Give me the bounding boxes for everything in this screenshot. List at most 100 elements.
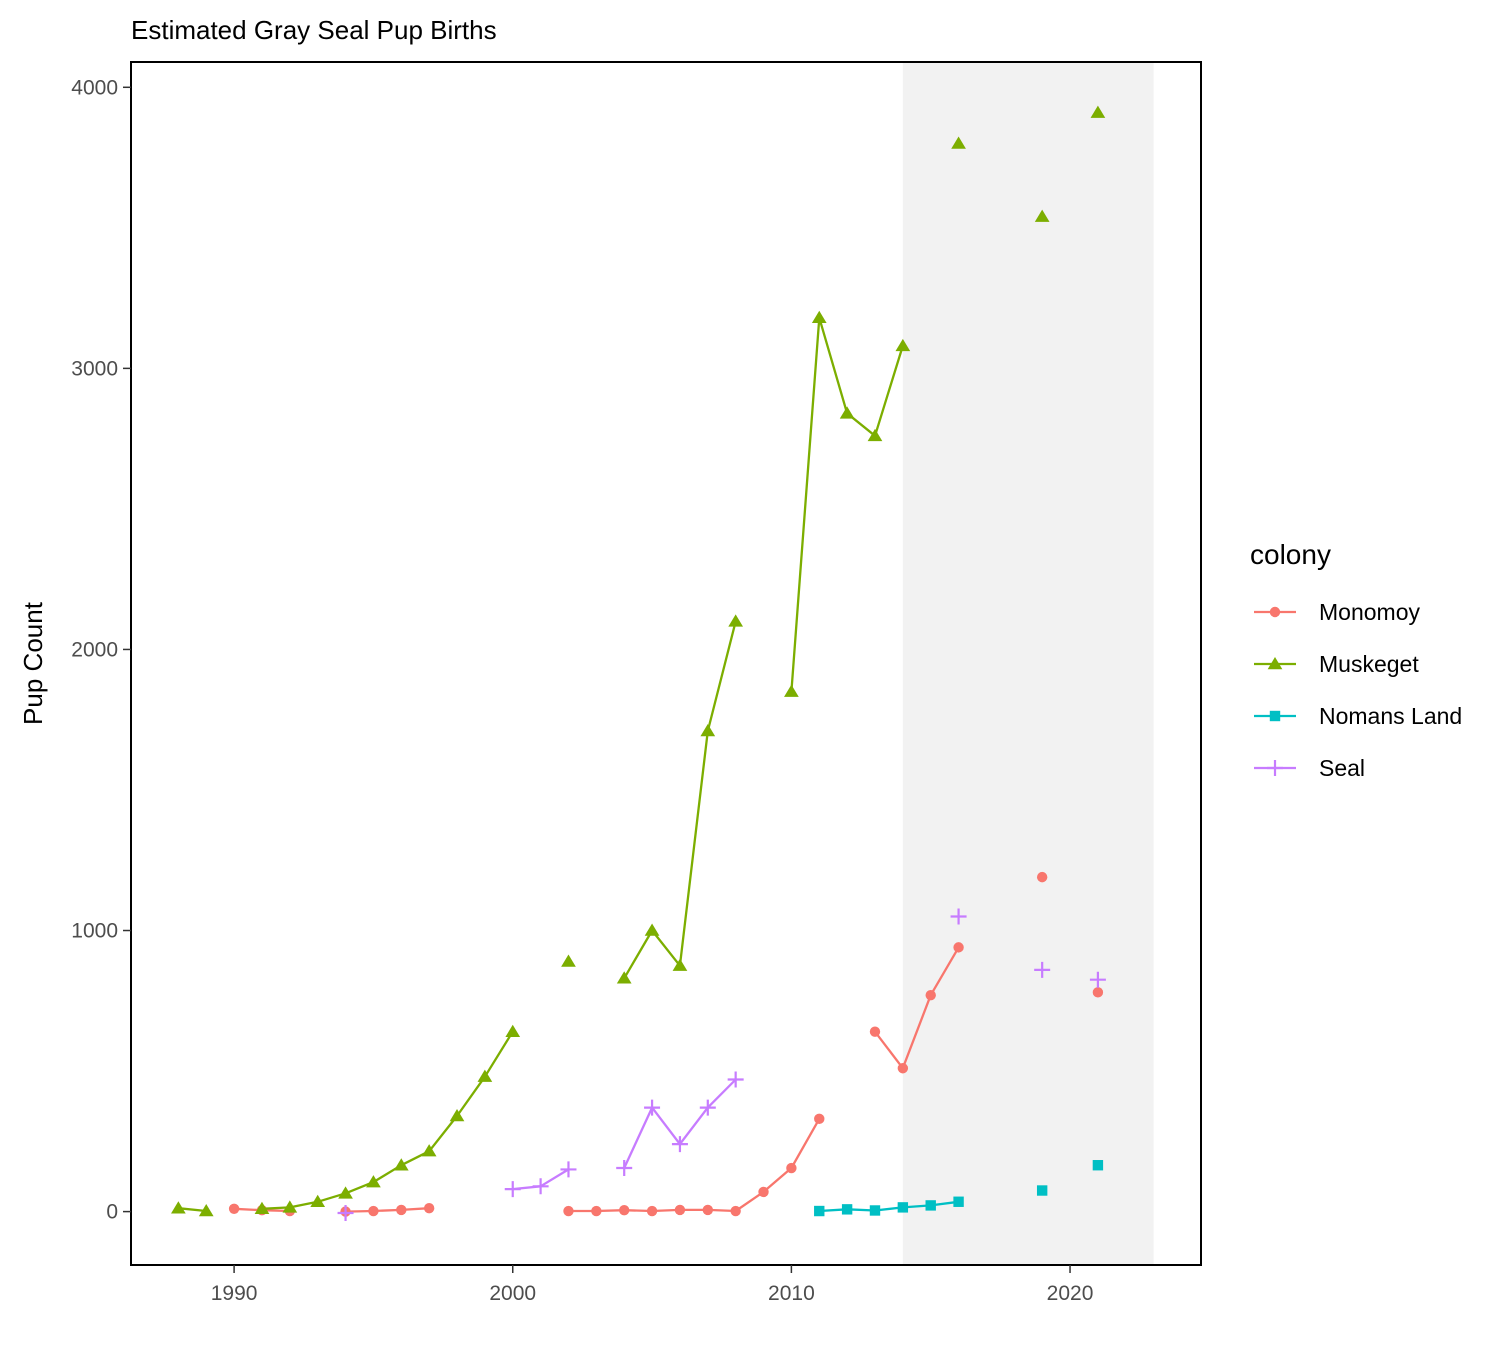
y-axis-title: Pup Count — [18, 601, 48, 725]
data-point-seal — [560, 1161, 577, 1178]
data-point-muskeget — [421, 1144, 437, 1157]
data-point-monomoy — [619, 1204, 630, 1216]
data-point-monomoy — [1036, 871, 1048, 883]
data-point-monomoy — [786, 1162, 797, 1174]
data-point-seal — [616, 1160, 633, 1177]
legend-item-nomans-land: Nomans Land — [1254, 703, 1462, 729]
data-point-nomans-land — [869, 1205, 881, 1216]
y-tick-label: 0 — [106, 1201, 118, 1224]
legend-label: Seal — [1319, 755, 1365, 781]
y-tick-label: 4000 — [71, 76, 118, 99]
series-line-monomoy — [568, 1118, 821, 1213]
data-point-nomans-land — [814, 1205, 825, 1217]
series-nomans-land — [814, 1160, 1104, 1217]
data-point-muskeget — [505, 1024, 521, 1037]
y-tick-label: 1000 — [71, 920, 118, 943]
chart-title: Estimated Gray Seal Pup Births — [131, 15, 497, 45]
y-tick-label: 3000 — [71, 357, 118, 380]
data-point-muskeget — [700, 723, 716, 737]
data-point-nomans-land — [925, 1200, 936, 1211]
data-point-monomoy — [228, 1203, 240, 1214]
data-point-muskeget — [644, 923, 660, 936]
data-point-monomoy — [591, 1205, 602, 1217]
data-point-monomoy — [814, 1113, 825, 1125]
data-point-muskeget — [282, 1200, 298, 1213]
data-point-seal — [1089, 971, 1106, 988]
data-point-nomans-land — [1036, 1185, 1048, 1196]
x-tick-label: 2010 — [768, 1282, 815, 1305]
legend-label: Muskeget — [1319, 651, 1419, 677]
data-point-monomoy — [674, 1204, 686, 1216]
legend-item-monomoy: Monomoy — [1254, 599, 1420, 625]
data-point-muskeget — [477, 1069, 493, 1082]
data-point-muskeget — [366, 1175, 381, 1188]
data-point-monomoy — [730, 1205, 741, 1217]
data-point-seal — [504, 1181, 521, 1198]
data-point-nomans-land — [897, 1202, 909, 1213]
data-point-muskeget — [784, 684, 799, 697]
data-point-monomoy — [869, 1026, 881, 1037]
data-point-muskeget — [1034, 209, 1050, 222]
x-tick-label: 2020 — [1047, 1282, 1094, 1305]
data-point-monomoy — [925, 989, 936, 1001]
x-tick-label: 1990 — [211, 1282, 258, 1305]
x-tick-label: 2000 — [489, 1282, 536, 1305]
data-point-muskeget — [1090, 105, 1106, 118]
data-point-monomoy — [396, 1204, 407, 1216]
legend-key-marker — [1267, 760, 1283, 776]
series-line-monomoy — [345, 1207, 430, 1213]
legend-item-muskeget: Muskeget — [1254, 651, 1419, 677]
data-point-monomoy — [1092, 987, 1104, 998]
legend: colony Monomoy Muskeget Nomans Land Seal — [1250, 539, 1462, 781]
data-point-muskeget — [839, 406, 855, 419]
legend-key-marker — [1267, 657, 1283, 670]
data-point-monomoy — [423, 1203, 435, 1214]
series-line-muskeget — [261, 1031, 514, 1210]
data-point-nomans-land — [841, 1204, 853, 1215]
legend-label: Nomans Land — [1319, 703, 1462, 729]
data-point-monomoy — [953, 942, 964, 953]
data-point-muskeget — [867, 428, 883, 442]
data-point-muskeget — [171, 1201, 186, 1214]
data-point-nomans-land — [1092, 1160, 1104, 1171]
data-point-seal — [1034, 961, 1051, 978]
data-point-monomoy — [702, 1204, 713, 1216]
data-point-muskeget — [393, 1158, 409, 1171]
data-point-monomoy — [646, 1205, 658, 1217]
data-point-monomoy — [368, 1205, 379, 1217]
data-point-seal — [337, 1205, 354, 1221]
series-seal — [337, 908, 1106, 1221]
data-point-muskeget — [951, 136, 966, 149]
series-line-monomoy — [874, 946, 960, 1070]
data-point-muskeget — [449, 1109, 465, 1122]
data-point-muskeget — [811, 310, 827, 324]
data-point-muskeget — [338, 1186, 353, 1199]
data-point-seal — [727, 1071, 744, 1088]
data-point-monomoy — [758, 1186, 769, 1198]
data-point-seal — [699, 1099, 716, 1116]
legend-title: colony — [1250, 539, 1331, 570]
plot-area: 1990 2000 2010 2020 0 1000 2000 3000 4000 — [71, 61, 1202, 1305]
series-line-muskeget — [178, 1207, 207, 1213]
data-point-muskeget — [254, 1201, 270, 1215]
legend-key-marker — [1269, 710, 1281, 722]
data-point-muskeget — [561, 954, 576, 967]
legend-label: Monomoy — [1319, 599, 1420, 625]
data-point-seal — [532, 1178, 549, 1195]
data-point-monomoy — [897, 1063, 909, 1074]
data-point-muskeget — [616, 971, 632, 984]
data-point-monomoy — [563, 1205, 574, 1217]
y-tick-label: 2000 — [71, 638, 118, 661]
data-point-seal — [644, 1099, 661, 1116]
legend-item-seal: Seal — [1254, 755, 1365, 781]
data-point-muskeget — [895, 338, 911, 352]
data-point-seal — [671, 1136, 688, 1153]
plot-border — [130, 61, 1202, 1266]
data-point-seal — [950, 908, 967, 925]
data-point-muskeget — [672, 958, 688, 971]
data-point-muskeget — [728, 614, 744, 627]
shaded-region — [902, 62, 1154, 1265]
data-point-muskeget — [198, 1204, 214, 1217]
